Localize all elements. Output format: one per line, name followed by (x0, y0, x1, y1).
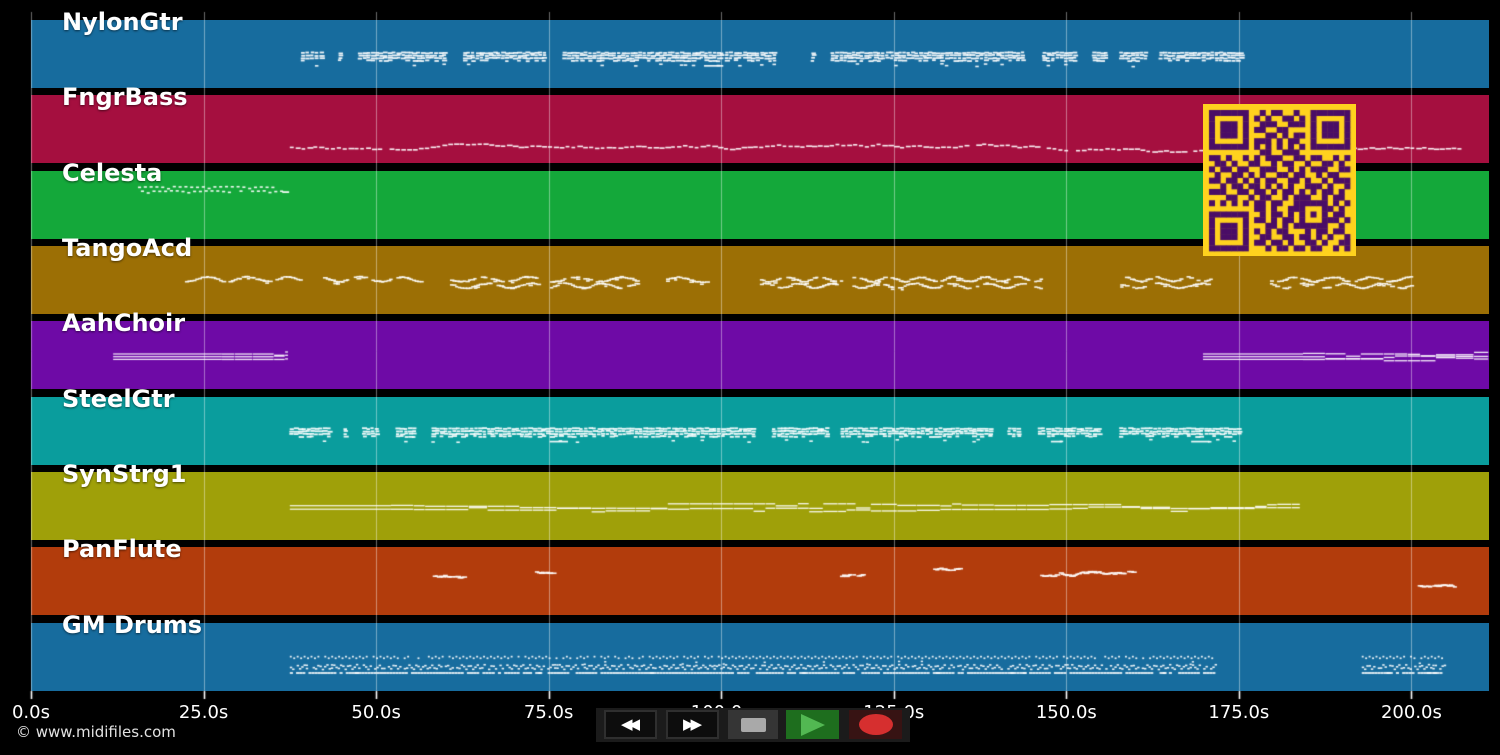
transport-bar: ◀◀ ▶▶ (596, 708, 910, 742)
track-label: AahChoir (62, 309, 186, 338)
track-label: SynStrg1 (62, 460, 187, 489)
track-label: FngrBass (62, 83, 188, 112)
track-label: Celesta (62, 158, 163, 187)
qr-code (1203, 104, 1356, 256)
track-label: PanFlute (62, 535, 182, 564)
record-icon (858, 714, 893, 735)
track-label: GM Drums (62, 610, 203, 639)
stop-icon (740, 717, 766, 732)
record-button[interactable] (849, 710, 902, 739)
track-label: SteelGtr (62, 384, 175, 413)
play-icon (800, 713, 825, 736)
rewind-icon: ◀◀ (620, 716, 640, 733)
track-label: NylonGtr (62, 8, 183, 36)
stop-button[interactable] (728, 710, 778, 739)
rewind-button[interactable]: ◀◀ (604, 710, 657, 739)
track-label: TangoAcd (62, 234, 193, 263)
play-button[interactable] (786, 710, 839, 739)
fast-forward-icon: ▶▶ (682, 716, 702, 733)
fast-forward-button[interactable]: ▶▶ (666, 710, 719, 739)
